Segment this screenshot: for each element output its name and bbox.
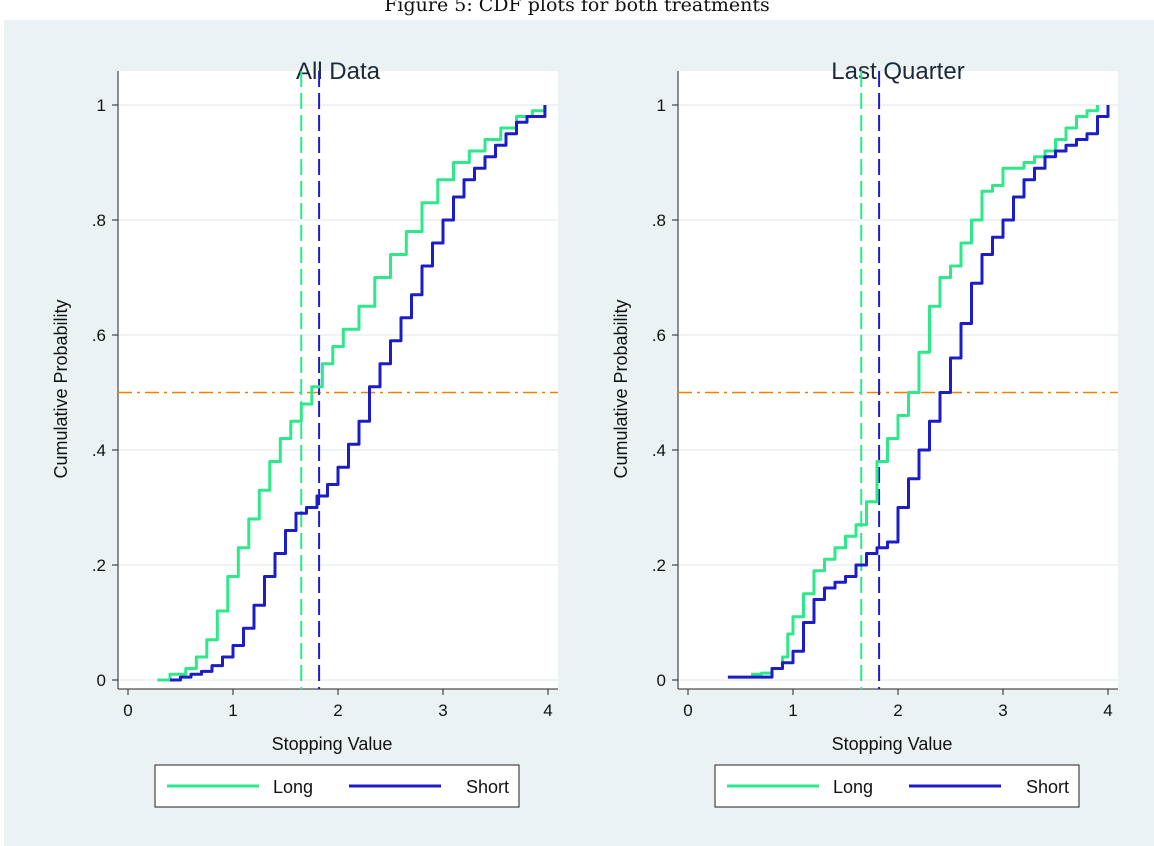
x-tick-label: 4 — [543, 701, 552, 720]
y-tick-label: .6 — [92, 326, 106, 345]
chart-panel-1: 0 .2 .4 .6 .8 1 0 1 2 3 4 All Data Stopping Value Cum… — [51, 58, 558, 808]
chart-panel-2: 0 .2 .4 .6 .8 1 0 1 2 3 4 Last Quarter Stopping Valu… — [611, 58, 1118, 808]
chart-title: Last Quarter — [831, 58, 964, 85]
y-tick-label: 0 — [97, 671, 106, 690]
plot-area — [118, 71, 558, 689]
series-line-short — [727, 105, 1110, 679]
y-axis-label: Cumulative Probability — [611, 299, 631, 478]
legend-label-short: Short — [1026, 777, 1069, 797]
y-tick-label: .4 — [92, 441, 106, 460]
plot-area — [678, 71, 1118, 689]
x-tick-label: 4 — [1103, 701, 1112, 720]
legend: Long Short — [154, 764, 520, 808]
legend: Long Short — [714, 764, 1080, 808]
x-tick-label: 0 — [123, 701, 132, 720]
x-axis-label: Stopping Value — [832, 734, 953, 754]
series-line-long — [157, 105, 547, 682]
legend-label-long: Long — [833, 777, 873, 797]
chart-title: All Data — [296, 58, 381, 85]
panels: 0 .2 .4 .6 .8 1 0 1 2 3 4 All Data Stopping Value Cum… — [51, 58, 1118, 808]
figure-title: Figure 5: CDF plots for both treatments — [384, 0, 770, 16]
y-tick-label: 1 — [657, 96, 666, 115]
series-line-long — [751, 105, 1099, 676]
y-tick-label: .2 — [92, 556, 106, 575]
x-tick-label: 1 — [788, 701, 797, 720]
x-tick-label: 3 — [998, 701, 1007, 720]
legend-label-short: Short — [466, 777, 509, 797]
y-tick-label: .6 — [652, 326, 666, 345]
y-tick-label: 0 — [657, 671, 666, 690]
x-tick-label: 3 — [438, 701, 447, 720]
x-axis-label: Stopping Value — [272, 734, 393, 754]
x-tick-label: 1 — [228, 701, 237, 720]
y-tick-label: .2 — [652, 556, 666, 575]
y-tick-label: 1 — [97, 96, 106, 115]
y-axis-label: Cumulative Probability — [51, 299, 71, 478]
y-tick-label: .4 — [652, 441, 666, 460]
y-tick-label: .8 — [652, 211, 666, 230]
x-tick-label: 2 — [333, 701, 342, 720]
x-tick-label: 2 — [893, 701, 902, 720]
y-tick-label: .8 — [92, 211, 106, 230]
x-tick-label: 0 — [683, 701, 692, 720]
series-line-short — [170, 105, 547, 682]
legend-label-long: Long — [273, 777, 313, 797]
